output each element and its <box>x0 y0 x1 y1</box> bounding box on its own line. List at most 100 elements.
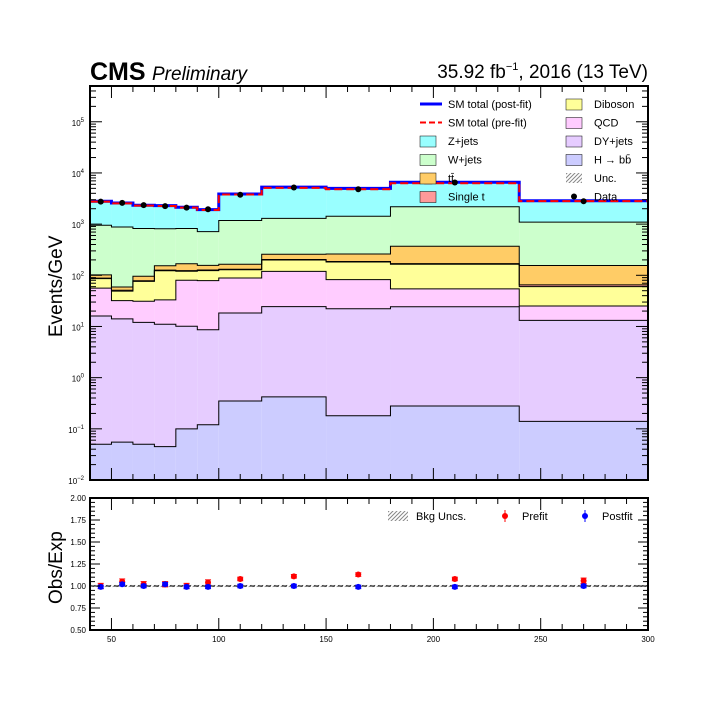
stack-bar <box>175 228 198 264</box>
legend-key <box>565 117 583 129</box>
ratio-point <box>183 583 190 590</box>
ratio-point <box>97 583 104 590</box>
legend-label: SM total (pre-fit) <box>448 118 527 130</box>
stack-bar <box>519 305 648 321</box>
x-tick-label: 150 <box>319 635 333 644</box>
ratio-point <box>290 583 297 589</box>
stack-bar <box>197 209 219 232</box>
stack-bar <box>132 322 155 445</box>
stack-bar <box>261 254 327 260</box>
stack-bar <box>90 288 112 316</box>
data-point <box>140 202 147 209</box>
ratio-point <box>162 581 169 588</box>
legend-entry: QCD <box>565 117 619 130</box>
legend-label: Single t <box>448 192 485 204</box>
preliminary-label: Preliminary <box>152 64 249 85</box>
stack-bar <box>218 400 262 480</box>
legend-label: Prefit <box>522 511 548 523</box>
stack-bar <box>261 259 327 272</box>
ratio-point <box>580 577 587 584</box>
data-points <box>97 179 587 213</box>
legend-key <box>565 135 583 148</box>
ratio-legend-entry: Bkg Uncs. <box>388 511 466 523</box>
stack-bar <box>175 428 198 480</box>
stack-bar <box>519 320 648 422</box>
stack-bar <box>218 264 262 270</box>
postfit-points <box>97 581 587 590</box>
legend-label: Z+jets <box>448 136 479 148</box>
legend-key <box>566 173 582 183</box>
y-tick-label: 0.75 <box>70 604 86 613</box>
stack-bar <box>90 225 112 275</box>
stack-bar <box>218 312 262 401</box>
ratio-panel-frame <box>89 497 649 631</box>
ratio-point <box>205 579 212 586</box>
legend-key <box>565 154 583 166</box>
stack-dy-jets <box>90 306 648 447</box>
stack-bar <box>326 216 391 254</box>
stack-bar <box>197 270 219 281</box>
x-tick-label: 50 <box>107 635 116 644</box>
data-point <box>237 191 244 198</box>
stack-bar <box>519 265 648 285</box>
stack-bar <box>519 201 648 223</box>
legend-label: Postfit <box>602 511 633 523</box>
stack-bar <box>326 188 391 217</box>
ratio-legend-entry: Prefit <box>502 510 548 523</box>
stack-bar <box>519 284 648 287</box>
stack-bar <box>261 218 327 255</box>
stack-bar <box>519 222 648 266</box>
ratio-point <box>205 583 212 590</box>
y-tick-label: 1.75 <box>70 516 86 525</box>
legend-entry: SM total (post-fit) <box>420 99 532 111</box>
legend-label: W+jets <box>448 155 482 167</box>
y-tick-label: 103 <box>72 220 85 230</box>
y-tick-label: 1.00 <box>70 582 86 591</box>
legend-label: H → bb̄ <box>594 154 631 167</box>
y-tick-label: 10−1 <box>68 425 84 435</box>
stack-bar <box>111 300 133 319</box>
y-tick-label: 2.00 <box>70 494 86 503</box>
stack-bar <box>390 206 520 247</box>
y-tick-label: 100 <box>72 374 85 384</box>
stack-bar <box>90 201 112 226</box>
stack-bar <box>154 299 176 325</box>
stack-bar <box>390 264 520 289</box>
legend-entry: H → bb̄ <box>565 154 631 167</box>
stack-bar <box>132 281 155 302</box>
legend-entry: SM total (pre-fit) <box>420 118 527 130</box>
legend-label: Data <box>594 192 618 204</box>
stack-boundary <box>90 270 648 307</box>
stack-bar <box>132 228 155 277</box>
ratio-point <box>355 571 362 578</box>
stack-boundary <box>90 206 648 233</box>
stack-bar <box>175 263 198 271</box>
ratio-x-axis: 50 100 150 200 250 300 <box>89 498 655 644</box>
legend-key <box>419 154 437 166</box>
stack-bar <box>132 301 155 323</box>
stack-bar <box>197 265 219 271</box>
data-point <box>290 184 297 191</box>
stack-bar <box>197 424 219 480</box>
ratio-point <box>580 583 587 589</box>
stack-bar <box>111 291 133 301</box>
stacked-histogram <box>90 182 648 480</box>
stack-bar <box>132 276 155 281</box>
legend-entry: W+jets <box>419 154 482 167</box>
stack-qcd <box>90 271 648 330</box>
x-tick-label: 300 <box>641 635 655 644</box>
y-tick-label: 101 <box>72 322 85 332</box>
stack-bar <box>218 269 262 279</box>
legend-entry: Diboson <box>565 98 634 111</box>
stack-bar <box>261 396 327 480</box>
stack-bar <box>154 228 176 266</box>
ratio-point <box>119 581 126 588</box>
stack-bar <box>519 421 648 480</box>
stack-z-jets <box>90 182 648 232</box>
ratio-legend: Bkg Uncs. Prefit Postfit <box>388 510 633 523</box>
data-point <box>119 199 126 206</box>
stack-bar <box>261 271 327 307</box>
stack-bar <box>175 207 198 229</box>
stack-tt- <box>90 246 648 291</box>
y-tick-label: 1.50 <box>70 538 86 547</box>
